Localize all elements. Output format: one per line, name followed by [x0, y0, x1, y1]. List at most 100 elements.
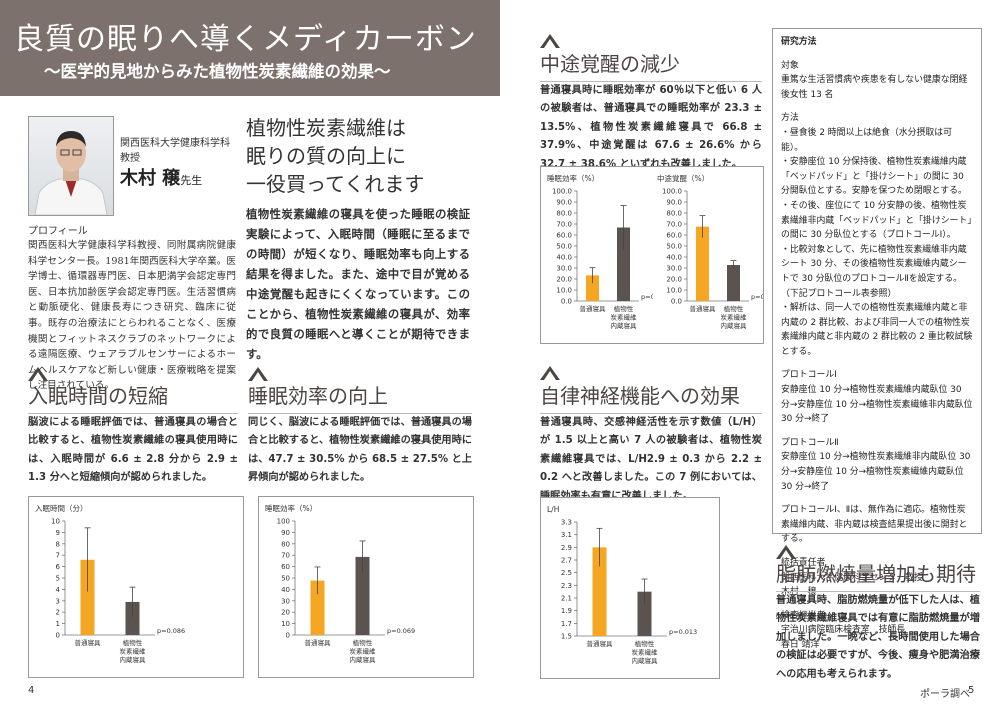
y-tick-label: 1: [56, 620, 60, 628]
p-value-label: p=0.03: [751, 293, 763, 301]
intro-heading-line-1: 植物性炭素繊維は: [246, 116, 406, 140]
y-tick-label: 30.0: [666, 265, 682, 273]
y-tick-label: 90.0: [666, 199, 682, 207]
waso-text: 普通寝具時に睡眠効率が 60％以下と低い 6 人の被験者は、普通寝具での睡眠効率…: [540, 85, 762, 170]
method-title: 研究方法: [781, 37, 817, 47]
waso-heading: 中途覚醒の減少: [540, 48, 762, 82]
chart-ylabel: 中途覚醒（%）: [657, 173, 709, 183]
bar: [355, 556, 370, 635]
y-tick-label: 2.3: [561, 582, 572, 590]
p-value-label: p=0.013: [669, 628, 697, 636]
heading-rule: [248, 413, 472, 414]
sleep-onset-title: 入眠時間の短縮: [28, 384, 168, 408]
x-category-label: 内蔵寝具: [632, 656, 659, 665]
y-tick-label: 70.0: [556, 221, 572, 229]
protocol-note: プロトコールⅠ、Ⅱは、無作為に適応。植物性炭素繊維内蔵、非内蔵は検査結果提出後に…: [781, 505, 968, 545]
y-tick-label: 100: [277, 518, 290, 526]
autonomic-text: 普通寝具時、交感神経活性を示す数値（L/H）が 1.5 以上と高い 7 人の被験…: [540, 417, 762, 502]
heading-rule: [540, 81, 762, 82]
waso-title: 中途覚醒の減少: [540, 52, 680, 76]
section-mark-icon: [540, 34, 560, 48]
y-tick-label: 0.0: [561, 298, 572, 306]
x-category-label: 普通寝具: [75, 638, 102, 647]
y-tick-label: 2.7: [561, 557, 572, 565]
x-category-label: 炭素繊維: [632, 648, 659, 657]
x-category-label: 植物性: [353, 638, 373, 647]
sleep-efficiency-title: 睡眠効率の向上: [248, 384, 388, 408]
y-tick-label: 1.9: [561, 607, 572, 615]
y-tick-label: 50.0: [556, 243, 572, 251]
y-tick-label: 20.0: [666, 276, 682, 284]
responsible-name: 木村 穣: [781, 587, 817, 598]
bar: [310, 580, 325, 635]
protocol-2-label: プロトコールⅡ: [781, 437, 839, 448]
x-category-label: 植物性: [614, 304, 634, 313]
intro-heading-line-2: 眠りの質の向上に: [246, 144, 406, 168]
y-tick-label: 0: [56, 632, 60, 640]
x-category-label: 炭素繊維: [721, 313, 748, 322]
chart-svg: 睡眠効率（%） 0 10 20 30 40 50 60 70 80 90 100 普通寝具 植物性炭素繊維…: [265, 503, 415, 664]
fat-burn-text: 普通寝具時、脂肪燃焼量が低下した人は、植物性炭素繊維寝具では有意に脂肪燃焼量が増…: [776, 595, 980, 680]
doctor-photo: [28, 116, 114, 216]
bar: [125, 601, 140, 635]
y-tick-label: 10.0: [556, 287, 572, 295]
chart-ylabel: 睡眠効率（%）: [265, 503, 317, 513]
fat-burn-heading: 脂肪燃焼量増加も期待: [776, 558, 980, 592]
y-tick-label: 10: [281, 620, 290, 628]
method-subject-label: 対象: [781, 60, 799, 71]
protocol-2-text: 安静座位 10 分→植物性炭素繊維非内蔵臥位 30 分→安静座位 10 分→植物…: [781, 452, 971, 492]
y-tick-label: 90: [281, 529, 290, 537]
bar: [726, 265, 741, 301]
x-category-label: 内蔵寝具: [721, 321, 748, 330]
affiliation-line-1: 関西医科大学健康科学科: [120, 138, 230, 149]
y-tick-label: 1.5: [561, 633, 572, 641]
y-tick-label: 60.0: [666, 232, 682, 240]
x-category-label: 植物性: [724, 304, 744, 313]
x-category-label: 普通寝具: [580, 304, 607, 313]
heading-rule: [776, 591, 980, 592]
method-step-4: ・比較対象として、先に植物性炭素繊維非内蔵シート 30 分、その後植物性炭素繊維…: [781, 244, 967, 284]
heading-rule: [28, 413, 238, 414]
y-tick-label: 5: [56, 575, 60, 583]
chart-ylabel: L/H: [547, 505, 559, 514]
sleep-efficiency-text: 同じく、脳波による睡眠評価では、普通寝具の場合と比較すると、植物性炭素繊維の寝具…: [248, 417, 472, 484]
y-tick-label: 8: [56, 540, 60, 548]
inspector-name: 春日 靖洋: [781, 639, 820, 650]
method-step-3: ・その後、座位にて 10 分安静の後、植物性炭素繊維非内蔵「ベッドパッド」と「掛…: [781, 200, 972, 241]
responsible-label: 統括責任者: [781, 558, 826, 568]
y-tick-label: 90.0: [556, 199, 572, 207]
y-tick-label: 2.9: [561, 544, 572, 552]
method-step-2: ・安静座位 10 分保持後、植物性炭素繊維内蔵「ベッドパッド」と「掛けシート」の…: [781, 157, 967, 197]
y-tick-label: 2: [56, 609, 60, 617]
x-category-label: 内蔵寝具: [350, 655, 377, 664]
section-mark-icon: [776, 545, 796, 559]
y-tick-label: 20.0: [556, 276, 572, 284]
x-category-label: 炭素繊維: [350, 647, 377, 656]
y-tick-label: 3.1: [561, 531, 572, 539]
sleep-efficiency-heading: 睡眠効率の向上: [248, 380, 472, 414]
y-tick-label: 2.1: [561, 595, 572, 603]
doctor-name-text: 木村 穣: [120, 168, 181, 189]
chart-svg: 中途覚醒（%） 0.0 10.0 20.0 30.0 40.0 50.0 60.0 70.0 80…: [657, 173, 763, 330]
bar: [585, 275, 600, 301]
x-category-label: 植物性: [635, 639, 655, 648]
y-tick-label: 40.0: [556, 254, 572, 262]
chart-waso-efficiency: 睡眠効率（%） 0.0 10.0 20.0 30.0 40.0 50.0 60.0 70.0 80…: [541, 167, 653, 343]
y-tick-label: 50: [281, 575, 290, 583]
protocol-1-label: プロトコールⅠ: [781, 370, 837, 381]
y-tick-label: 60.0: [556, 232, 572, 240]
inspector-label: 検査担当者: [781, 610, 826, 621]
y-tick-label: 3.3: [561, 519, 572, 527]
intro-heading-line-3: 一役買ってくれます: [246, 172, 425, 196]
bar: [616, 227, 631, 301]
x-category-label: 炭素繊維: [611, 313, 638, 322]
y-tick-label: 9: [56, 529, 60, 537]
chart-sleep-onset: 入眠時間（分） 0 1 2 3 4 5 6 7 8 9 10 普通寝具 植物性 炭素繊維 内蔵寝具 p=0.08…: [28, 496, 244, 678]
footer-label: ポーラ調べ: [920, 689, 970, 700]
profile-text: 関西医科大学健康科学科教授、同附属病院健康科学センター長。1981年関西医科大学…: [28, 240, 236, 392]
page-title: 良質の眠りへ導くメディカーボン: [14, 22, 477, 57]
x-category-label: 普通寝具: [305, 638, 332, 647]
sleep-onset-text: 脳波による睡眠評価では、普通寝具の場合と比較すると、植物性炭素繊維の寝具使用時に…: [28, 417, 238, 484]
y-tick-label: 30: [281, 597, 290, 605]
